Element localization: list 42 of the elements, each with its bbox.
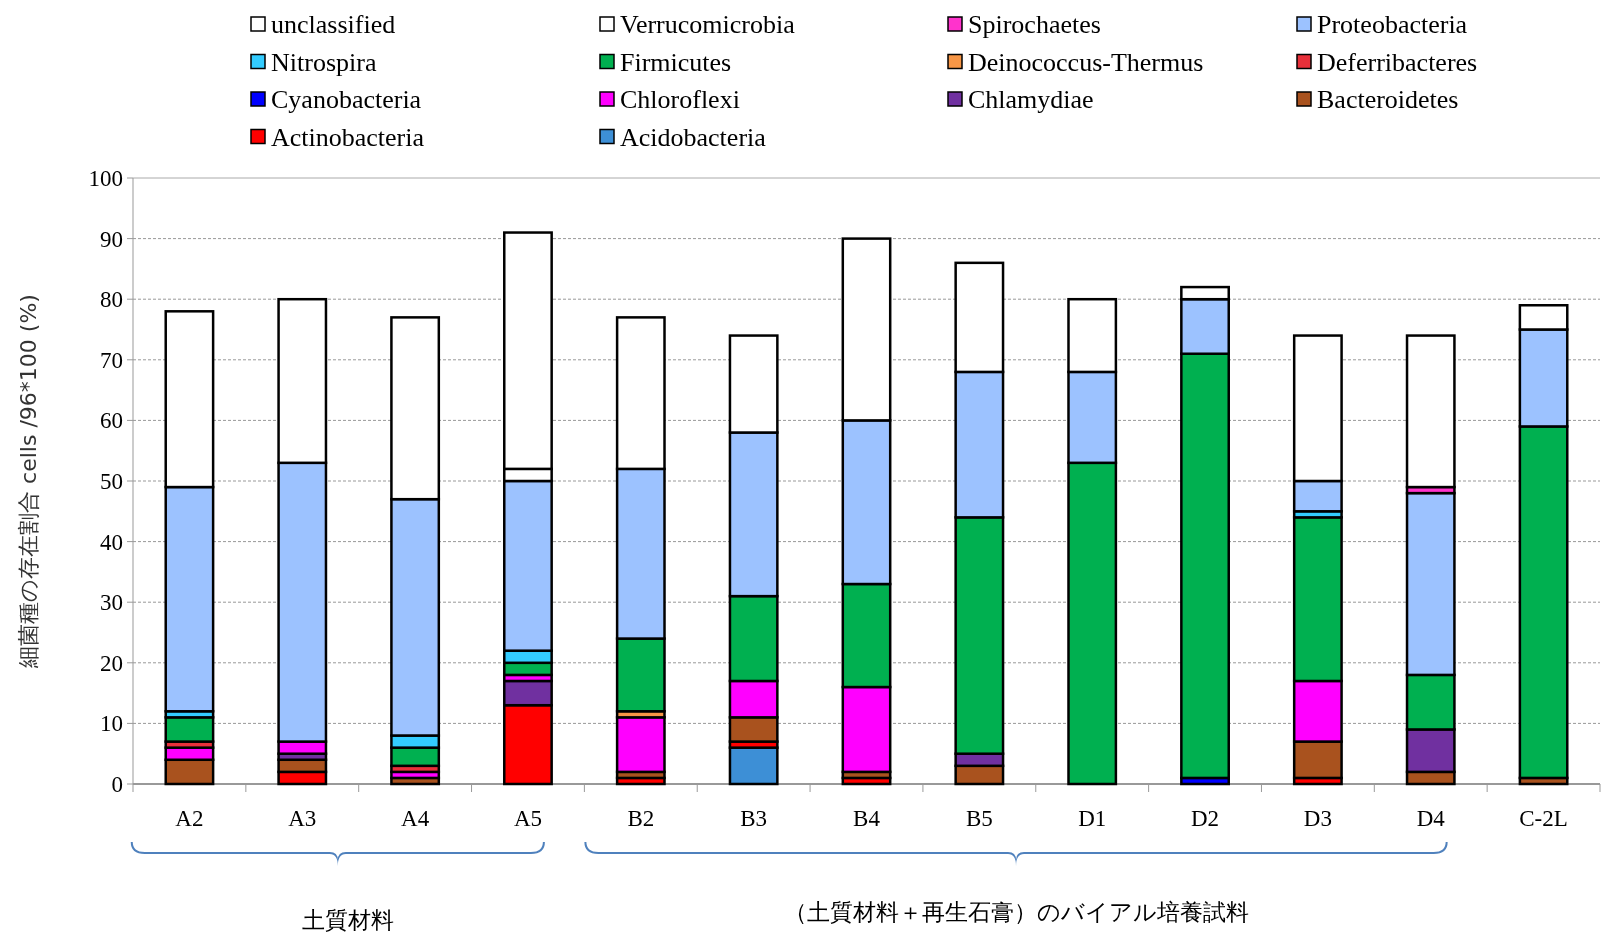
y-axis-title: 細菌種の存在割合 cells /96*100 (%) [16, 294, 41, 669]
x-tick-label: B5 [965, 806, 993, 831]
text: （土質材料＋再生石膏）のバイアル培養試料 [783, 899, 1249, 925]
y-tick-label: 100 [88, 166, 123, 191]
bar [728, 746, 779, 786]
legend-label: Actinobacteria [271, 122, 425, 152]
y-tick-label: 80 [100, 287, 123, 313]
y-tick-label: 90 [100, 226, 123, 252]
x-tick-label: B4 [853, 806, 881, 831]
x-tick-label: B3 [740, 806, 768, 831]
x-tick-label: A2 [175, 806, 204, 831]
legend-label: Chlamydiae [968, 85, 1094, 114]
x-tick-label: D1 [1078, 806, 1107, 831]
y-tick-label: 30 [100, 590, 123, 616]
text: 土質材料 [301, 907, 394, 933]
x-tick-label: C-2L [1519, 806, 1568, 831]
legend-label: unclassified [271, 10, 396, 39]
x-tick-label: A4 [401, 806, 430, 831]
legend-label: Nitrospira [271, 47, 377, 77]
legend-label: Firmicutes [620, 47, 732, 77]
x-tick-label: B2 [627, 806, 655, 831]
x-tick-label: D3 [1303, 806, 1332, 831]
y-tick-label: 60 [100, 408, 123, 434]
x-tick-label: D4 [1416, 806, 1446, 831]
legend-label: Deinococcus-Thermus [968, 47, 1204, 77]
legend-label: Chloroflexi [620, 85, 740, 114]
y-tick-label: 0 [111, 772, 123, 797]
y-tick-label: 20 [100, 650, 123, 676]
y-tick-label: 50 [100, 469, 123, 494]
legend-label: Bacteroidetes [1317, 85, 1459, 114]
legend-label: Verrucomicrobia [620, 10, 796, 39]
x-tick-label: D2 [1190, 806, 1220, 831]
legend-label: Acidobacteria [620, 122, 767, 152]
x-tick-label: A3 [288, 806, 317, 831]
y-tick-label: 40 [100, 529, 123, 555]
y-tick-label: 70 [100, 347, 123, 373]
y-tick-label: 10 [100, 711, 123, 737]
x-tick-label: A5 [513, 806, 543, 831]
legend-label: Cyanobacteria [271, 85, 422, 114]
legend-label: Proteobacteria [1317, 10, 1468, 39]
legend-label: Spirochaetes [968, 10, 1101, 39]
legend-label: Deferribacteres [1317, 47, 1478, 77]
